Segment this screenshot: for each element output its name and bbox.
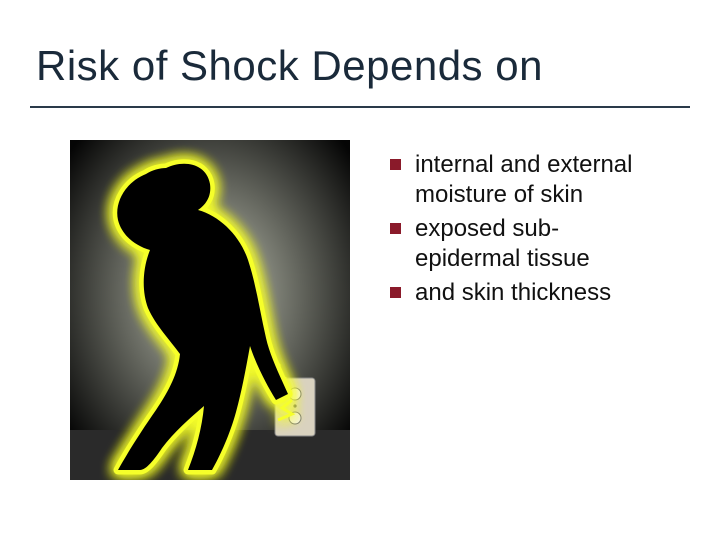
bullet-text: internal and external moisture of skin — [415, 150, 660, 210]
title-underline — [30, 106, 690, 108]
bullet-item: exposed sub-epidermal tissue — [390, 214, 660, 274]
bullet-list: internal and external moisture of skin e… — [390, 150, 660, 312]
bullet-item: internal and external moisture of skin — [390, 150, 660, 210]
square-bullet-icon — [390, 223, 401, 234]
slide-title: Risk of Shock Depends on — [36, 42, 684, 90]
square-bullet-icon — [390, 287, 401, 298]
bullet-text: exposed sub-epidermal tissue — [415, 214, 660, 274]
bullet-text: and skin thickness — [415, 278, 611, 308]
bullet-item: and skin thickness — [390, 278, 660, 308]
square-bullet-icon — [390, 159, 401, 170]
shock-illustration-svg — [70, 140, 350, 480]
shock-illustration — [70, 140, 350, 480]
